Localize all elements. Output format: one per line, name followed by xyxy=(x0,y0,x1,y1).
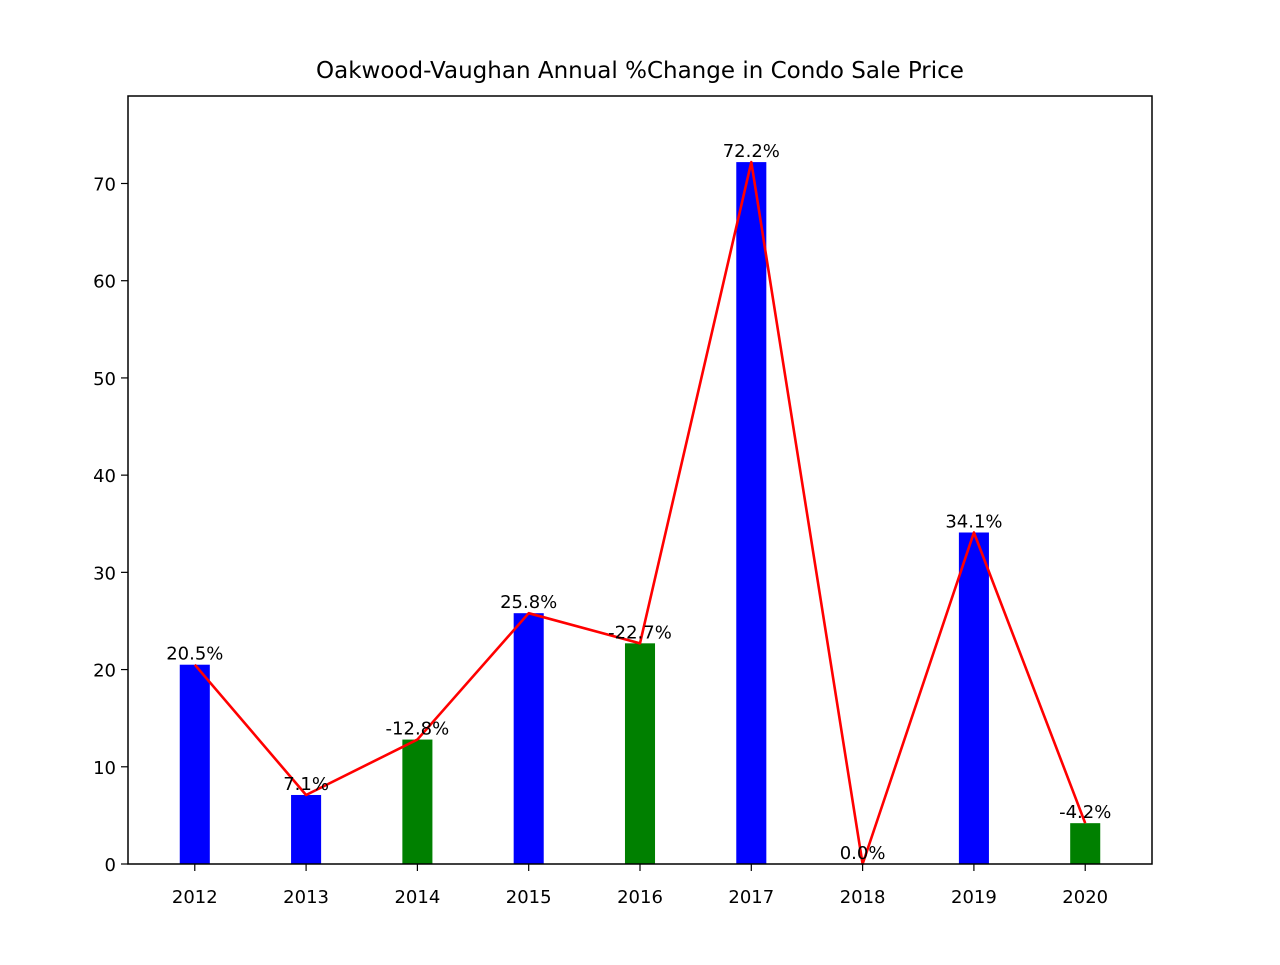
y-tick-label: 60 xyxy=(93,272,116,293)
x-tick-label: 2012 xyxy=(172,887,218,908)
y-tick-label: 20 xyxy=(93,661,116,682)
y-tick-label: 50 xyxy=(93,369,116,390)
trend-line-layer xyxy=(193,160,1087,866)
data-label-2012: 20.5% xyxy=(166,644,223,665)
bar-2016 xyxy=(624,643,656,864)
y-tick-label: 70 xyxy=(93,174,116,195)
data-label-2017: 72.2% xyxy=(723,141,780,162)
x-tick-label: 2017 xyxy=(728,887,774,908)
y-tick-label: 10 xyxy=(93,758,116,779)
x-tick-label: 2018 xyxy=(840,887,886,908)
bar-2017 xyxy=(736,162,767,864)
bar-2019 xyxy=(958,532,989,864)
bar-2012 xyxy=(179,664,210,864)
data-label-2018: 0.0% xyxy=(840,843,886,864)
x-tick-label: 2014 xyxy=(394,887,440,908)
data-label-2019: 34.1% xyxy=(945,511,1002,532)
bars-layer xyxy=(179,162,1101,864)
bar-2014 xyxy=(402,739,433,864)
data-labels-layer: 20.5% 7.1% -12.8% 25.8% -22.7% 72.2% 0.0% 34.1%… xyxy=(166,141,1111,864)
bar-2013 xyxy=(291,794,322,864)
x-tick-label: 2015 xyxy=(506,887,552,908)
x-tick-label: 2020 xyxy=(1062,887,1108,908)
data-label-2015: 25.8% xyxy=(500,592,557,613)
y-tick-label: 0 xyxy=(105,855,116,876)
plot-frame xyxy=(127,95,1153,865)
x-tick-label: 2016 xyxy=(617,887,663,908)
bar-2020 xyxy=(1070,823,1101,864)
data-label-2020: -4.2% xyxy=(1059,802,1111,823)
x-tick-label: 2019 xyxy=(951,887,997,908)
data-label-2016: -22.7% xyxy=(608,622,672,643)
data-label-2013: 7.1% xyxy=(283,774,329,795)
y-axis: 0 10 20 30 40 50 60 70 xyxy=(93,174,128,876)
chart-title: Oakwood-Vaughan Annual %Change in Condo … xyxy=(316,58,964,84)
trend-line xyxy=(193,160,1087,866)
y-tick-label: 30 xyxy=(93,563,116,584)
x-axis: 2012 2013 2014 2015 2016 2017 2018 2019 2020 xyxy=(172,864,1108,908)
y-tick-label: 40 xyxy=(93,466,116,487)
x-tick-label: 2013 xyxy=(283,887,329,908)
data-label-2014: -12.8% xyxy=(386,719,450,740)
bar-2015 xyxy=(513,613,544,864)
